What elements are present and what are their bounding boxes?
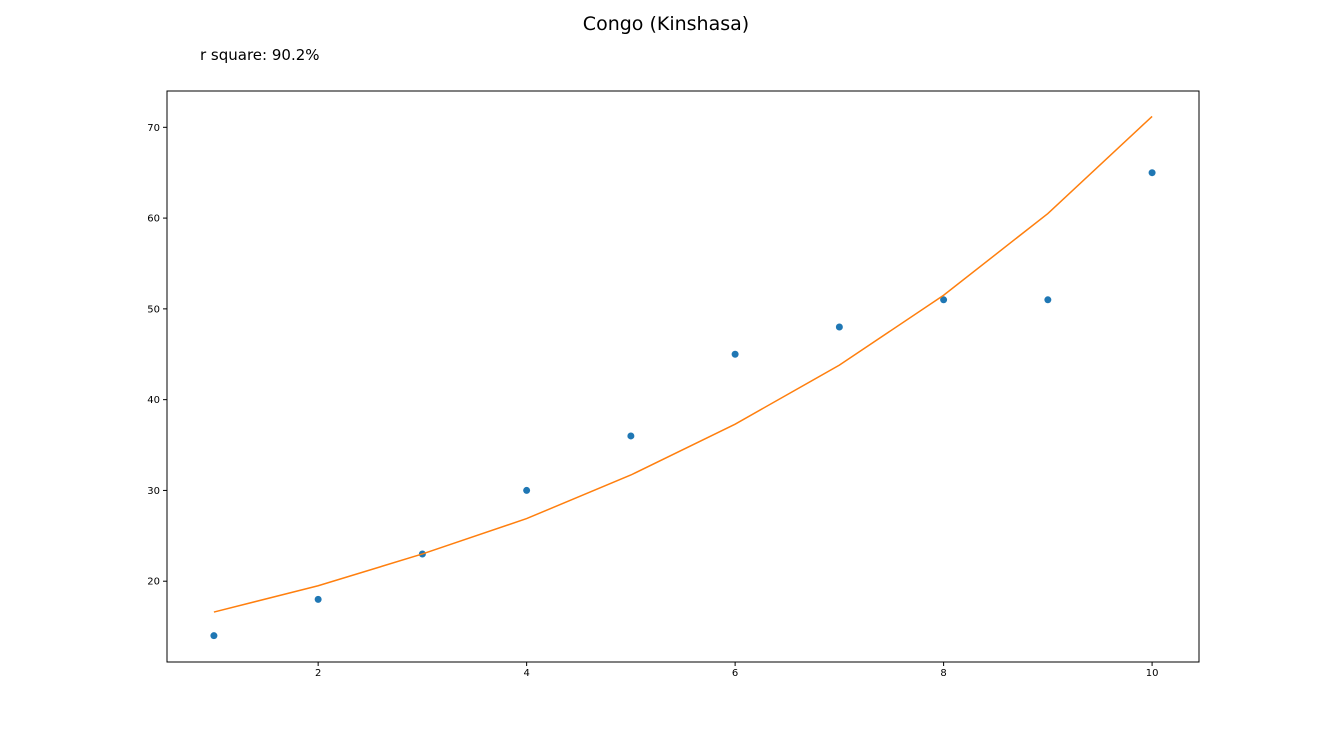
data-point xyxy=(1044,296,1052,304)
chart-title: Congo (Kinshasa) xyxy=(583,13,749,35)
data-point xyxy=(314,595,322,603)
x-tick-label: 4 xyxy=(523,668,529,679)
data-point xyxy=(627,432,635,440)
y-tick-label: 30 xyxy=(147,486,160,497)
chart-subtitle: r square: 90.2% xyxy=(200,46,320,64)
data-point xyxy=(940,296,948,304)
x-tick-label: 6 xyxy=(732,668,738,679)
y-tick-label: 70 xyxy=(147,123,160,134)
y-tick-label: 60 xyxy=(147,214,160,225)
fit-line xyxy=(213,115,1153,613)
data-point xyxy=(210,632,218,640)
y-axis: 20 30 40 50 60 70 xyxy=(147,123,167,588)
data-point xyxy=(1148,169,1156,177)
data-point xyxy=(731,350,739,358)
data-point xyxy=(835,323,843,331)
x-tick-label: 10 xyxy=(1146,668,1159,679)
x-axis: 2 4 6 8 10 xyxy=(315,662,1158,679)
x-tick-label: 8 xyxy=(940,668,946,679)
y-tick-label: 20 xyxy=(147,577,160,588)
data-point xyxy=(523,486,531,494)
series-layer xyxy=(210,115,1156,640)
y-tick-label: 50 xyxy=(147,304,160,315)
x-tick-label: 2 xyxy=(315,668,321,679)
y-tick-label: 40 xyxy=(147,395,160,406)
plot-area-frame xyxy=(166,90,1200,663)
